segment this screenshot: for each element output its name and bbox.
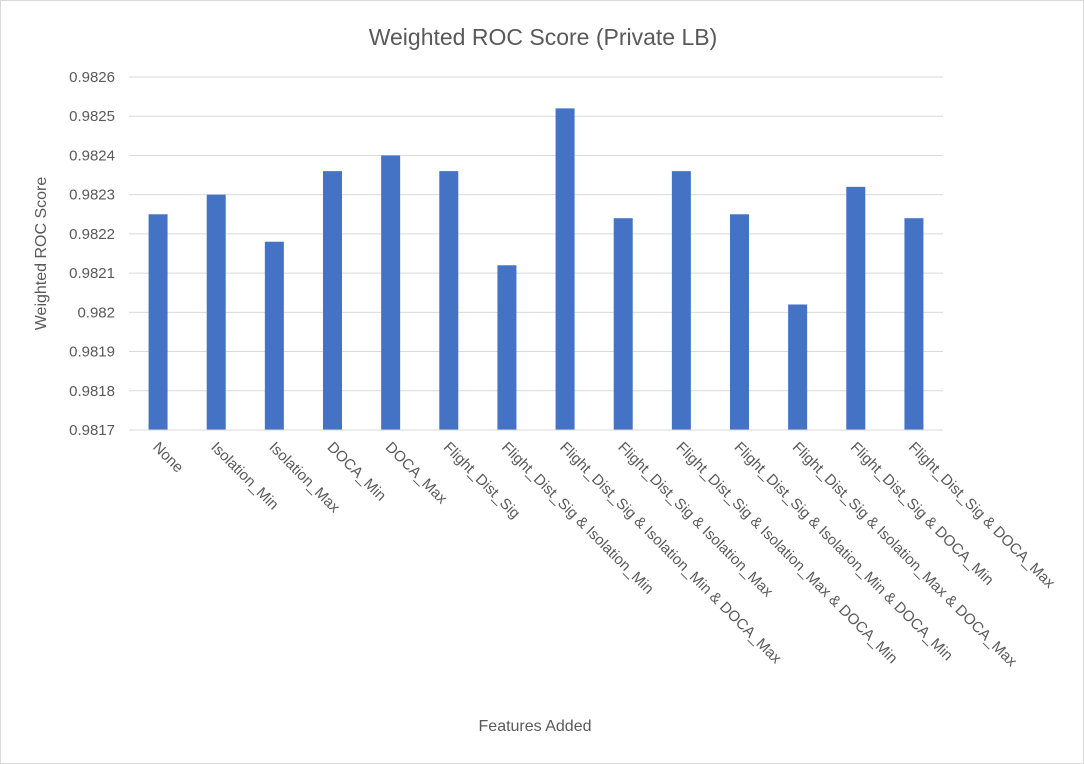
y-axis-title: Weighted ROC Score: [33, 177, 50, 331]
x-tick-label: Flight_Dist_Sig & Isolation_Min & DOCA_M…: [731, 439, 956, 664]
bar: [439, 171, 459, 430]
y-tick-label: 0.9822: [69, 226, 115, 243]
bar: [381, 155, 401, 430]
x-tick-label: Flight_Dist_Sig & Isolation_Max & DOCA_M…: [789, 439, 1021, 671]
bar: [904, 218, 924, 430]
gridlines: [129, 76, 943, 392]
bar: [206, 194, 226, 430]
bar: [555, 108, 575, 430]
y-tick-label: 0.9825: [69, 108, 115, 125]
x-axis-ticks: None Isolation_MinIsolation_MaxDOCA_MinDO…: [149, 439, 1058, 671]
bar: [613, 218, 633, 430]
bar: [730, 214, 749, 430]
y-tick-label: 0.9823: [69, 187, 115, 204]
x-tick-label: Flight_Dist_Sig & Isolation_Min & DOCA_M…: [556, 439, 785, 668]
bar: [323, 171, 342, 430]
bar: [671, 171, 691, 430]
bar: [846, 186, 866, 430]
bar: [264, 241, 284, 430]
y-tick-label: 0.9817: [69, 422, 115, 439]
chart-title: Weighted ROC Score (Private LB): [369, 24, 718, 50]
x-tick-label: None: [149, 439, 186, 476]
y-tick-label: 0.9821: [69, 265, 115, 282]
bar: [148, 214, 168, 430]
y-tick-label: 0.9818: [69, 383, 115, 400]
y-tick-label: 0.9819: [69, 344, 115, 361]
x-axis-title: Features Added: [479, 718, 592, 735]
bar: [788, 304, 808, 430]
y-tick-label: 0.9826: [69, 69, 115, 86]
x-tick-label: Flight_Dist_Sig & Isolation_Max & DOCA_M…: [673, 439, 901, 667]
y-tick-label: 0.982: [77, 304, 115, 321]
y-axis-ticks: 0.9817 0.9818 0.9819 0.982 0.9821 0.9822 0.982…: [69, 69, 115, 439]
bar: [497, 265, 517, 430]
y-tick-label: 0.9824: [69, 147, 115, 164]
bars: [148, 108, 924, 430]
